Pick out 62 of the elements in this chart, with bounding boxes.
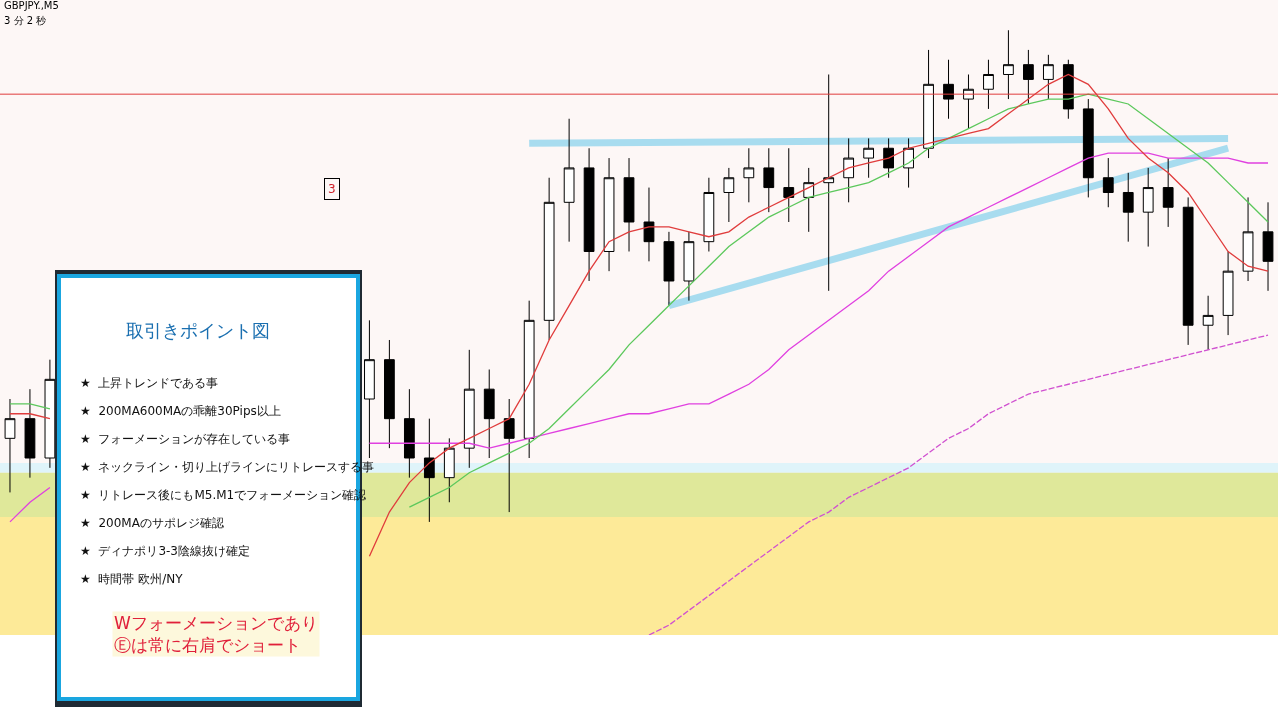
candlestick [483,368,495,459]
candlestick [1003,29,1014,100]
candlestick [923,49,934,159]
annotation: ★ 200MA600MAの乖離30Pips以上 [80,404,281,418]
annotation: ★ 200MAのサポレジ確認 [80,516,224,530]
candlestick [703,177,715,252]
candlestick [583,147,595,282]
annotation: ★ フォーメーションが存在している事 [80,432,291,446]
annotation: 3 [328,182,336,196]
annotation: ★ 上昇トレンドである事 [80,376,219,390]
candlestick [683,231,695,302]
candlestick [803,167,815,233]
candlestick [1162,157,1174,228]
candlestick [603,157,615,272]
text: ★ ディナポリ3-3陰線抜け確定 [80,544,250,558]
candlestick [364,319,375,459]
candlestick [1182,196,1194,346]
candlestick [423,418,435,523]
candlestick [503,398,515,513]
candlestick [1262,201,1274,292]
candlestick [1222,250,1234,336]
candlestick [1023,49,1034,105]
candlestick [1142,167,1154,248]
candlestick [943,59,954,120]
candlestick [843,137,855,203]
candlestick [403,388,415,479]
candlestick [463,349,475,469]
candlestick [723,167,735,223]
candlestick [1082,98,1094,198]
candlestick [1242,196,1254,282]
candlestick [823,73,835,292]
candlestick [763,147,775,213]
candlestick [983,59,994,110]
candlestick [643,187,655,262]
candlestick [1062,59,1074,120]
text: GBPJPY.,M5 [4,0,59,11]
text: Wフォーメーションであり Ⓔは常に右肩でショート [114,613,318,656]
candlestick [623,157,635,252]
candlestick [963,73,974,130]
candlestick [24,388,36,479]
candlestick [563,118,575,243]
annotation: ★ リトレース後にもM5.M1でフォーメーション確認 [80,488,367,502]
text: 3 分 2 秒 [4,15,47,26]
candlestick [523,300,535,459]
candlestick [663,231,675,307]
candlestick [783,147,795,223]
candlestick [863,137,875,179]
candlestick [1122,172,1134,243]
candlestick [384,339,395,449]
candlestick [883,137,894,179]
text: ★ 時間帯 欧州/NY [80,572,184,586]
annotation: 取引きポイント図 [126,320,270,341]
candlestick [4,398,16,493]
candlestick [443,437,455,503]
candlestick [543,177,555,341]
candlestick [1102,157,1114,208]
candlestick [743,147,755,203]
annotation: ★ ネックライン・切り上げラインにリトレースする事 [80,460,375,474]
candlestick [1202,295,1214,351]
candlestick [44,359,56,469]
candlestick [903,137,914,189]
candlestick [1042,54,1054,100]
